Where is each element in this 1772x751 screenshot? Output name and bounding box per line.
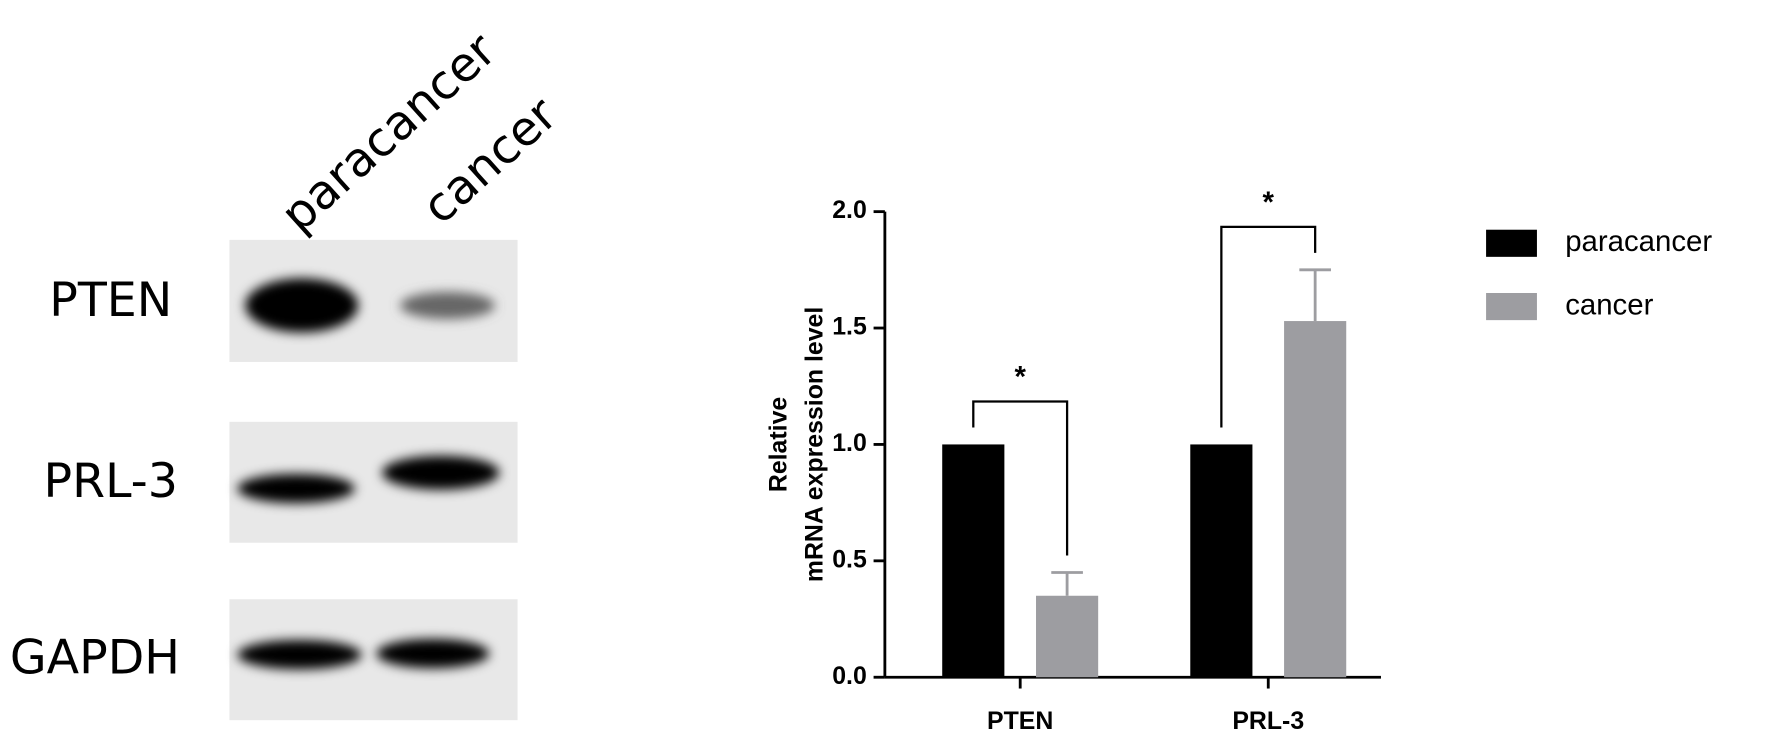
significance-mark: * bbox=[1014, 361, 1026, 394]
legend-label: cancer bbox=[1565, 288, 1653, 321]
band bbox=[245, 278, 359, 333]
y-axis-label: mRNA expression level bbox=[800, 307, 828, 582]
y-tick-label: 1.0 bbox=[832, 429, 867, 457]
bar-chart: Relative mRNA expression level 0.0 0.5 1.0… bbox=[764, 186, 1712, 735]
significance-bracket bbox=[1220, 225, 1317, 428]
bar bbox=[1284, 321, 1347, 678]
bar bbox=[1190, 444, 1253, 678]
band bbox=[376, 638, 490, 669]
band bbox=[237, 639, 362, 670]
band bbox=[400, 291, 495, 319]
error-bar bbox=[1299, 268, 1331, 322]
y-tick-label: 2.0 bbox=[832, 196, 867, 224]
x-tick-label: PRL-3 bbox=[1232, 707, 1304, 735]
legend-swatch bbox=[1486, 229, 1537, 257]
significance-mark: * bbox=[1263, 186, 1275, 219]
western-blot: paracancer cancer PTEN PRL-3 GAPDH bbox=[10, 23, 568, 721]
band bbox=[381, 455, 500, 490]
row-label: PTEN bbox=[49, 273, 172, 328]
y-tick-label: 0.0 bbox=[832, 662, 867, 690]
row-label: GAPDH bbox=[10, 630, 180, 685]
x-tick-label: PTEN bbox=[987, 707, 1053, 735]
y-tick-label: 1.5 bbox=[832, 313, 867, 341]
significance-bracket bbox=[972, 400, 1069, 556]
error-bar bbox=[1051, 571, 1083, 596]
band bbox=[237, 473, 355, 504]
row-label: PRL-3 bbox=[43, 454, 178, 509]
y-tick-label: 0.5 bbox=[832, 545, 867, 573]
legend-swatch bbox=[1486, 293, 1537, 321]
y-axis-label: Relative bbox=[764, 397, 792, 492]
bar bbox=[942, 444, 1005, 678]
legend-label: paracancer bbox=[1565, 225, 1712, 258]
bar bbox=[1036, 595, 1099, 678]
